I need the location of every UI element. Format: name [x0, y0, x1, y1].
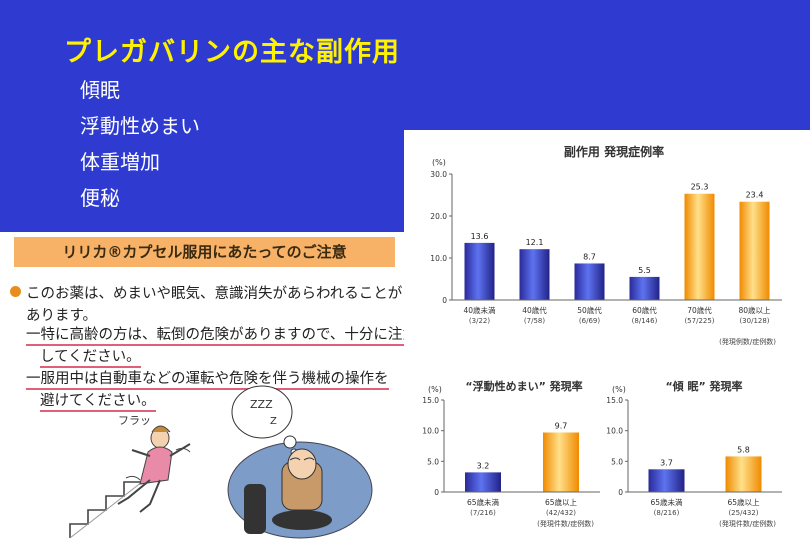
- x-tick-label: 40歳未満: [463, 305, 496, 315]
- falling-person-illustration: フラッ: [69, 414, 191, 539]
- bar-value-label: 13.6: [471, 232, 489, 241]
- x-sublabel: (6/69): [579, 317, 600, 325]
- bar-value-label: 9.7: [555, 422, 568, 431]
- x-tick-label: 80歳以上: [738, 305, 771, 315]
- y-tick-label: 10.0: [606, 427, 623, 436]
- sleep-label: ZZZ: [250, 398, 273, 411]
- bar: [648, 469, 685, 492]
- notice-header: リリカ®カプセル服用にあたってのご注意: [14, 237, 395, 267]
- x-tick-label: 65歳未満: [467, 497, 500, 507]
- y-tick-label: 5.0: [611, 457, 623, 466]
- side-effect-list: 傾眠 浮動性めまい 体重増加 便秘: [80, 76, 200, 220]
- x-sublabel: (8/146): [632, 317, 658, 325]
- y-tick-label: 20.0: [430, 212, 447, 221]
- orange-bullet-icon: [10, 286, 21, 297]
- x-sublabel: (25/432): [728, 509, 758, 517]
- notice-line: このお薬は、めまいや眠気、意識消失があらわれることが: [26, 286, 403, 302]
- side-effect-item: 便秘: [80, 186, 120, 210]
- bar-value-label: 3.2: [477, 461, 490, 470]
- y-tick-label: 30.0: [430, 170, 447, 179]
- y-tick-label: 15.0: [422, 396, 439, 405]
- x-sublabel: (7/216): [470, 509, 496, 517]
- sleep-label-small: Z: [270, 416, 277, 427]
- illustrations: フラッ ZZZ Z: [69, 385, 373, 539]
- y-tick-label: 10.0: [422, 427, 439, 436]
- sleeping-driver-illustration: ZZZ Z: [227, 385, 373, 539]
- chart-adverse-events-by-age: 副作用 発現症例率 (%) 0 10.0 20.0 30.0 13.6 40歳未満 (3/…: [430, 144, 782, 346]
- chart-footnote: (発現件数/症例数): [719, 519, 776, 528]
- chart-title: “浮動性めまい” 発現率: [465, 379, 582, 393]
- x-sublabel: (57/225): [684, 317, 714, 325]
- bar: [464, 242, 495, 300]
- y-tick-label: 0: [434, 488, 439, 497]
- bar: [739, 201, 770, 300]
- notice-line: あります。: [26, 308, 98, 324]
- notice-line: 一特に高齢の方は、転倒の危険がありますので、十分に注意: [26, 327, 417, 346]
- bar-value-label: 5.8: [737, 445, 750, 454]
- y-tick-label: 15.0: [606, 396, 623, 405]
- x-sublabel: (3/22): [469, 317, 490, 325]
- chart-dizziness-rate: “浮動性めまい” 発現率 (%) 0 5.0 10.0 15.0 3.2 65歳未満 (7…: [422, 379, 600, 528]
- side-effect-item: 傾眠: [80, 78, 120, 102]
- chart-somnolence-rate: “傾 眠” 発現率 (%) 0 5.0 10.0 15.0 3.7 65歳未満 (8/21…: [606, 379, 782, 528]
- y-axis-label: (%): [612, 385, 626, 394]
- charts-svg: 副作用 発現症例率 (%) 0 10.0 20.0 30.0 13.6 40歳未満 (3/…: [422, 144, 782, 528]
- x-tick-label: 65歳未満: [650, 497, 683, 507]
- notice-line: 一服用中は自動車などの運転や危険を伴う機械の操作を: [26, 371, 389, 390]
- y-tick-label: 0: [442, 296, 447, 305]
- bar-value-label: 12.1: [526, 238, 544, 247]
- y-tick-label: 0: [618, 488, 623, 497]
- x-tick-label: 65歳以上: [727, 497, 760, 507]
- slide-title: プレガバリンの主な副作用: [64, 37, 400, 68]
- x-sublabel: (30/128): [739, 317, 769, 325]
- bar-value-label: 3.7: [660, 458, 673, 467]
- x-sublabel: (42/432): [546, 509, 576, 517]
- x-tick-label: 60歳代: [632, 305, 657, 315]
- y-tick-label: 5.0: [427, 457, 439, 466]
- y-tick-label: 10.0: [430, 254, 447, 263]
- patient-notice: リリカ®カプセル服用にあたってのご注意 このお薬は、めまいや眠気、意識消失があら…: [0, 232, 417, 540]
- side-effect-item: 浮動性めまい: [80, 114, 200, 138]
- bar: [574, 263, 605, 300]
- bar: [519, 249, 550, 300]
- side-effect-item: 体重増加: [80, 150, 160, 174]
- x-tick-label: 70歳代: [687, 305, 712, 315]
- dizzy-label: フラッ: [118, 414, 151, 427]
- bar: [684, 193, 715, 300]
- bar: [543, 432, 579, 492]
- x-sublabel: (7/58): [524, 317, 545, 325]
- bar-value-label: 8.7: [583, 252, 596, 261]
- x-sublabel: (8/216): [654, 509, 680, 517]
- y-axis-label: (%): [432, 158, 446, 167]
- bar-value-label: 25.3: [691, 183, 709, 192]
- bar: [725, 456, 762, 492]
- notice-line: してください。: [40, 349, 141, 368]
- chart-title: “傾 眠” 発現率: [665, 379, 742, 393]
- x-tick-label: 50歳代: [577, 305, 602, 315]
- chart-footnote: (発現例数/症例数): [719, 337, 776, 346]
- bar-value-label: 23.4: [746, 191, 764, 200]
- y-axis-label: (%): [428, 385, 442, 394]
- notice-line: 避けてください。: [40, 393, 156, 412]
- chart-footnote: (発現件数/症例数): [537, 519, 594, 528]
- x-tick-label: 65歳以上: [545, 497, 578, 507]
- charts-panel: 副作用 発現症例率 (%) 0 10.0 20.0 30.0 13.6 40歳未満 (3/…: [404, 130, 810, 540]
- chart-title: 副作用 発現症例率: [564, 144, 664, 159]
- bar: [465, 472, 501, 492]
- bar: [629, 276, 660, 300]
- bar-value-label: 5.5: [638, 266, 651, 275]
- x-tick-label: 40歳代: [522, 305, 547, 315]
